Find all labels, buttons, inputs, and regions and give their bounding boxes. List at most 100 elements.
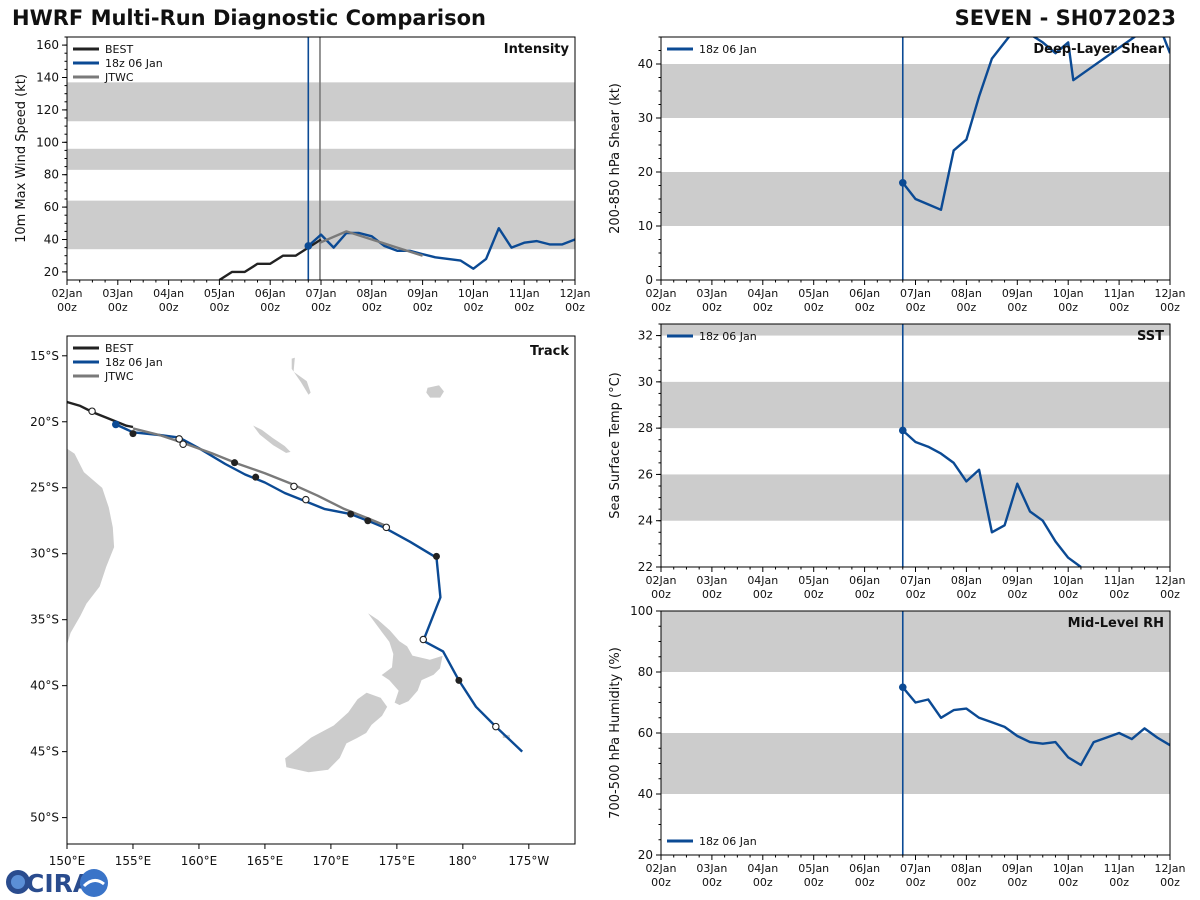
x-tick-label: 08Jan [951,862,982,875]
series-start-marker [898,179,907,187]
series-start-marker [898,683,907,692]
x-tick-label: 00z [1058,301,1078,314]
map-group [67,356,524,774]
x-tick-label: 00z [210,301,230,314]
shaded-band [661,474,1170,521]
x-tick-label: 00z [855,301,875,314]
series-line [319,230,423,257]
x-tick-label: 00z [651,588,671,601]
y-tick-label: 32 [638,329,653,343]
track-marker-filled [129,430,137,438]
y-axis-label: 200-850 hPa Shear (kt) [608,83,623,234]
x-tick-label: 06Jan [255,287,286,300]
series-start-marker [304,242,313,250]
panel-track: 150°E 155°E 160°E 165°E 170°E 175°E 180° 175°W 1… [30,335,576,868]
panel-title: Deep-Layer Shear [1033,42,1164,57]
x-tick-label: 02Jan [646,862,677,875]
x-tick-label: 08Jan [951,574,982,587]
page-title: HWRF Multi-Run Diagnostic Comparison [12,6,487,30]
x-tick-label: 00z [1058,876,1078,889]
x-tick-label: 00z [260,301,280,314]
x-tick-label: 00z [804,876,824,889]
x-tick-label: 00z [362,301,382,314]
legend-label: JTWC [104,370,134,383]
x-tick-label: 00z [855,876,875,889]
x-tick-label: 175°W [508,854,549,868]
x-tick-label: 00z [1160,301,1180,314]
x-tick-label: 04Jan [747,862,778,875]
y-tick-label: 40°S [30,679,59,693]
y-tick-label: 30 [638,111,653,125]
x-tick-label: 00z [957,301,977,314]
y-tick-label: 160 [36,38,59,52]
x-tick-label: 00z [159,301,179,314]
x-tick-label: 03Jan [696,862,727,875]
x-tick-label: 00z [651,301,671,314]
land-new-caledonia [251,424,293,454]
x-tick-label: 07Jan [900,287,931,300]
x-tick-label: 11Jan [1104,574,1135,587]
track-marker-open [179,440,187,448]
x-tick-label: 00z [651,876,671,889]
x-tick-label: 00z [957,876,977,889]
x-tick-label: 165°E [247,854,284,868]
series-group [898,426,1082,567]
y-tick-label: 10 [638,219,653,233]
y-tick-label: 40 [44,233,59,247]
x-tick-label: 00z [804,301,824,314]
x-tick-label: 09Jan [1002,574,1033,587]
x-tick-label: 06Jan [849,574,880,587]
x-tick-label: 06Jan [849,287,880,300]
x-tick-label: 180° [448,854,477,868]
shaded-band [661,381,1170,429]
x-tick-label: 09Jan [1002,287,1033,300]
cira-logo: CIRA [6,869,108,898]
panel-title: Intensity [504,42,570,57]
panel-rh: 2040608010002Jan00z03Jan00z04Jan00z05Jan… [608,604,1185,889]
land-vanuatu [290,356,312,397]
shaded-band [67,82,575,122]
x-tick-label: 11Jan [1104,862,1135,875]
series-line [901,429,1082,567]
x-tick-label: 09Jan [1002,862,1033,875]
x-tick-label: 11Jan [1104,287,1135,300]
series-group [218,226,575,280]
series-line [901,686,1170,767]
track-marker-open [382,523,391,532]
x-tick-label: 07Jan [306,287,337,300]
x-tick-label: 00z [702,301,722,314]
track-marker-open [88,407,96,415]
y-tick-label: 24 [638,514,653,528]
x-tick-label: 02Jan [646,287,677,300]
x-tick-label: 02Jan [646,574,677,587]
x-tick-label: 00z [1109,301,1129,314]
y-axis-label: 10m Max Wind Speed (kt) [14,74,29,243]
x-tick-label: 04Jan [153,287,184,300]
track-marker-filled [231,459,239,467]
y-tick-label: 20°S [30,415,59,429]
track-marker-open [492,722,500,731]
y-tick-label: 140 [36,71,59,85]
shaded-band [67,148,575,170]
track-marker-filled [455,676,463,684]
panel-title: Mid-Level RH [1068,616,1164,631]
x-tick-label: 150°E [49,854,86,868]
legend-label: BEST [105,43,133,56]
panel-sst: 22242628303202Jan00z03Jan00z04Jan00z05Ja… [608,323,1186,601]
x-tick-label: 05Jan [798,862,829,875]
y-tick-label: 60 [44,200,59,214]
x-tick-label: 00z [311,301,331,314]
x-tick-label: 05Jan [204,287,235,300]
land-new-zealand-south [284,691,389,774]
y-tick-label: 50°S [30,811,59,825]
x-tick-label: 00z [1007,301,1027,314]
x-tick-label: 07Jan [900,862,931,875]
x-tick-label: 00z [753,588,773,601]
x-tick-label: 12Jan [1155,574,1186,587]
shaded-band [661,733,1170,794]
plot-frame [66,335,576,845]
track-marker-open [302,495,310,504]
track-run-start-marker [112,420,120,429]
x-tick-label: 00z [413,301,433,314]
y-tick-label: 120 [36,103,59,117]
